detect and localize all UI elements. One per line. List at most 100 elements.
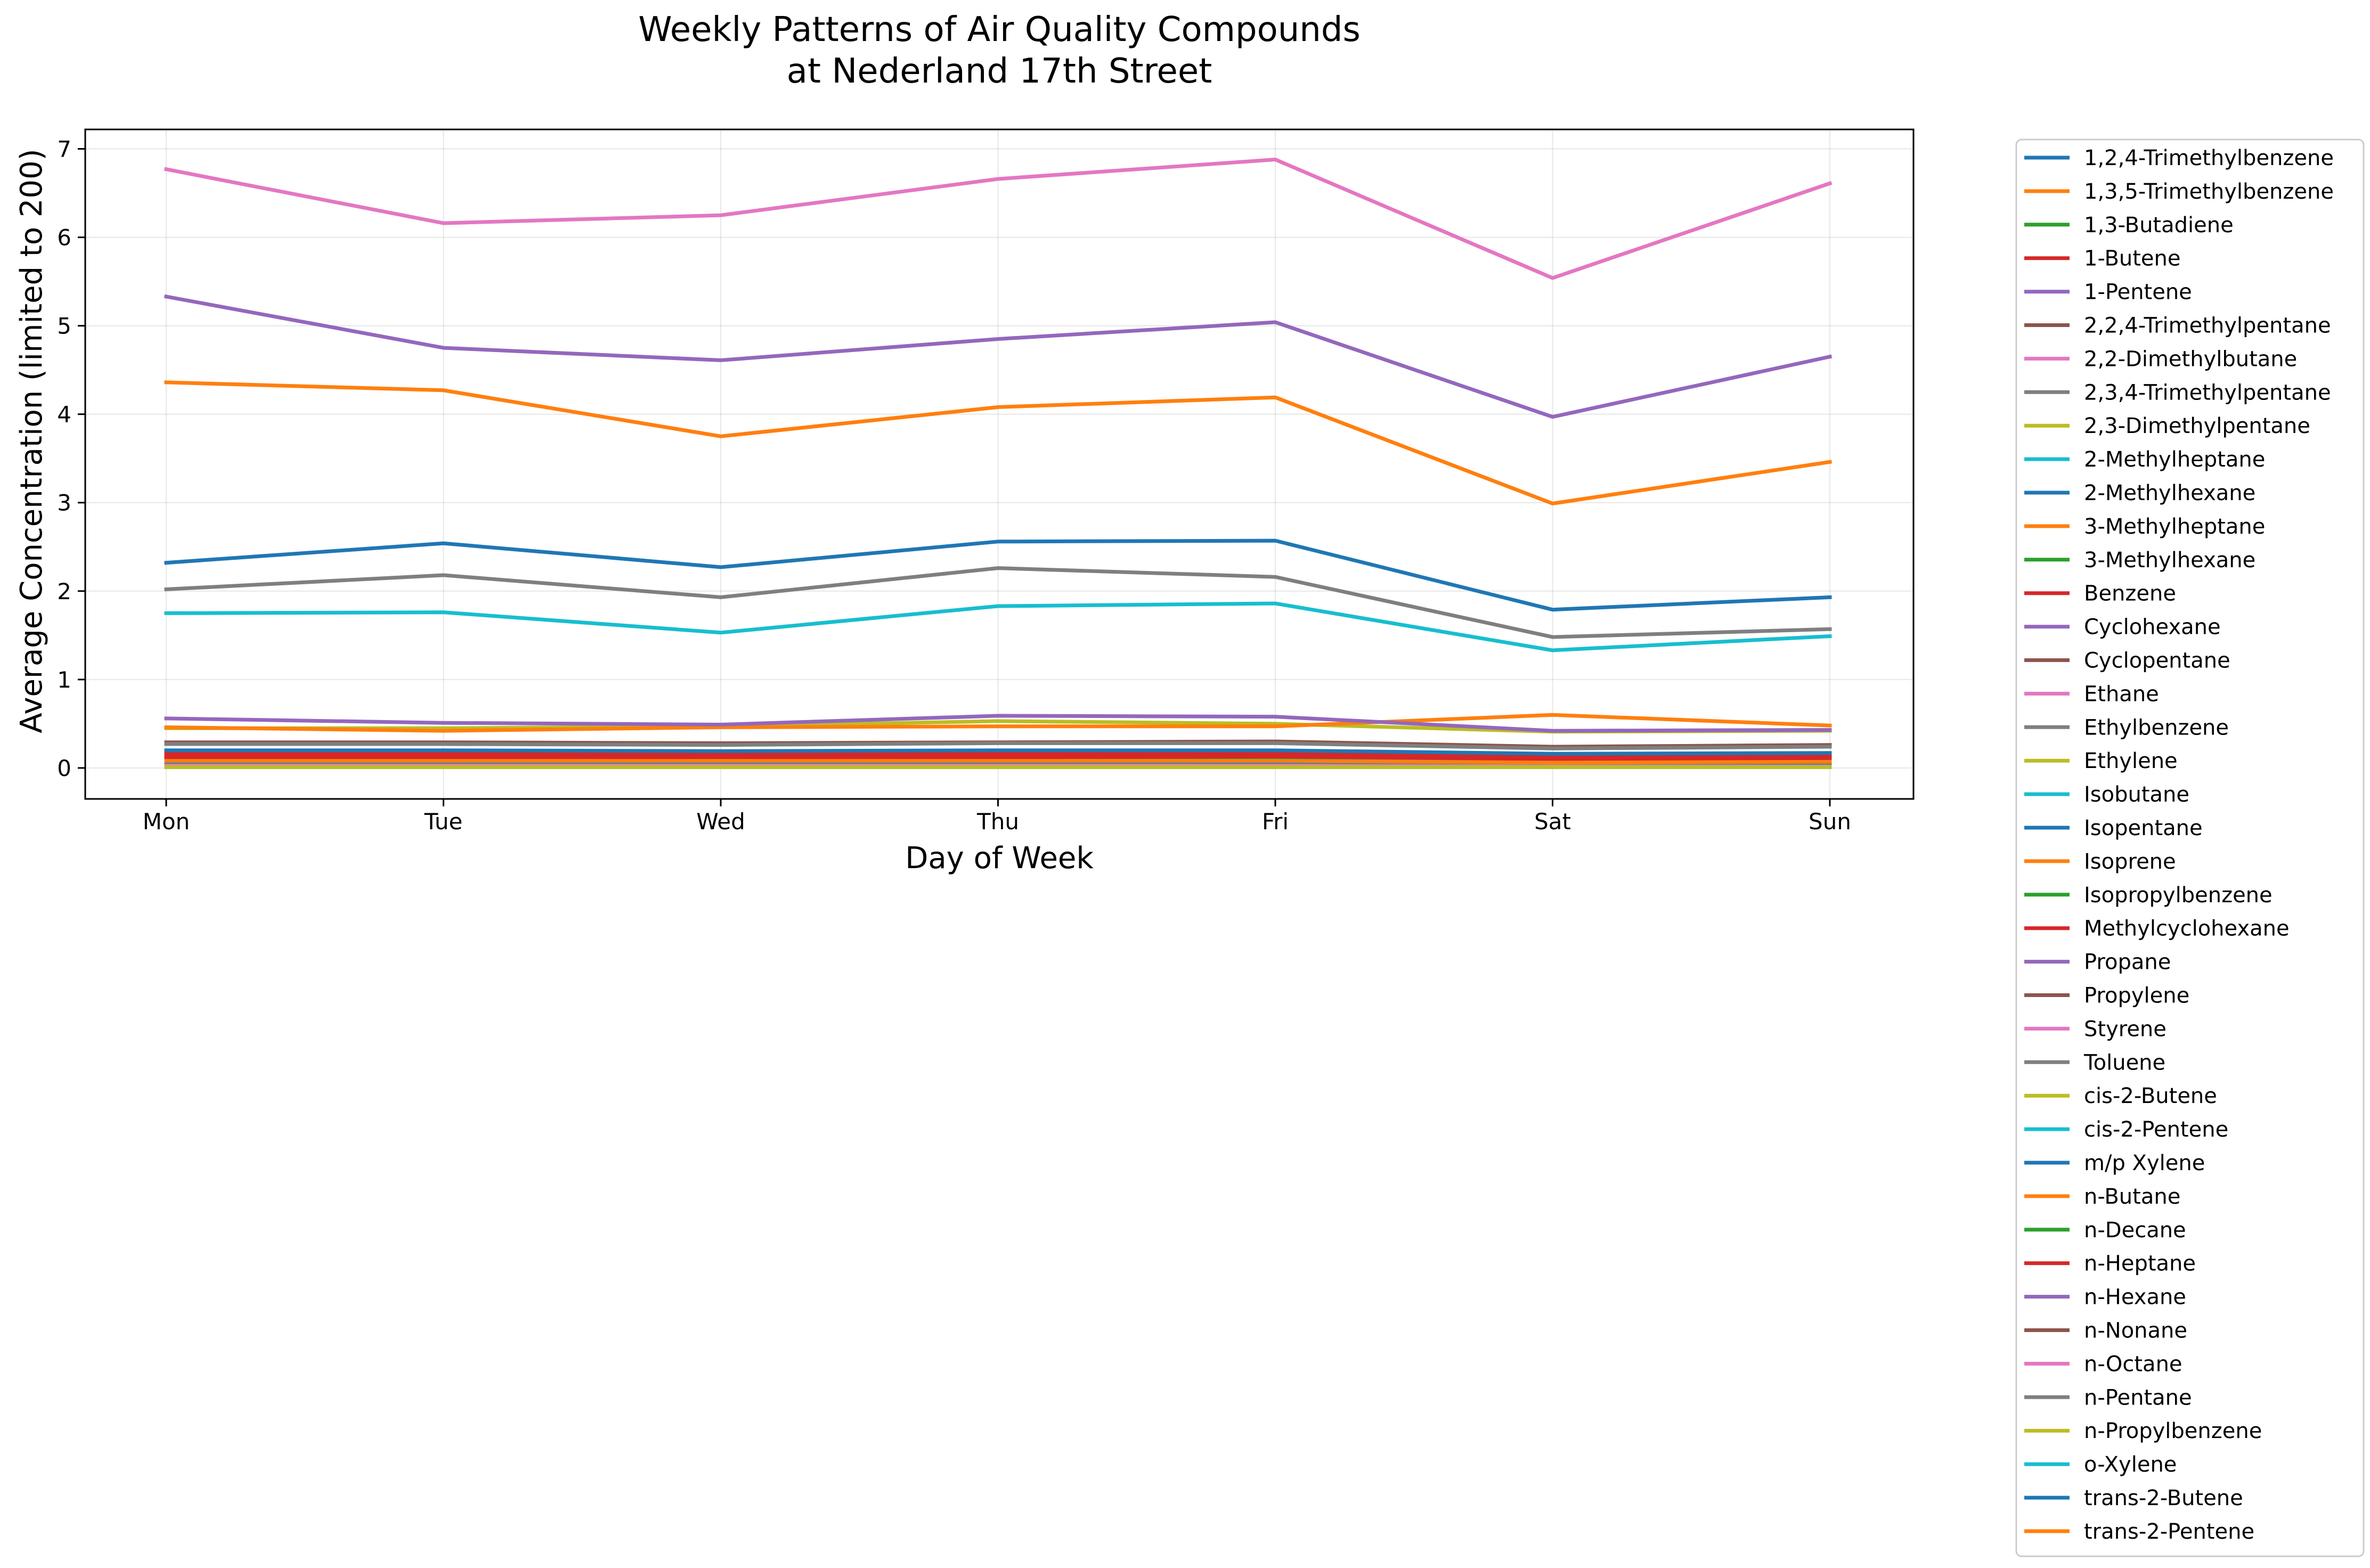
legend-label: Cyclohexane <box>2084 615 2221 640</box>
legend-entry: 1,2,4-Trimethylbenzene <box>2024 146 2334 170</box>
legend-entry: 2,2,4-Trimethylpentane <box>2024 314 2331 338</box>
legend-label: n-Hexane <box>2084 1285 2186 1310</box>
legend-label: Ethylene <box>2084 749 2178 773</box>
x-tick-label: Tue <box>424 808 463 835</box>
series-line <box>164 762 1832 767</box>
legend-entry: Isobutane <box>2024 782 2189 807</box>
legend-label: 1-Pentene <box>2084 280 2192 305</box>
legend-entry: 2,2-Dimethylbutane <box>2024 347 2297 371</box>
x-axis-label: Day of Week <box>905 841 1094 876</box>
y-axis-label: Average Concentration (limited to 200) <box>14 149 49 733</box>
y-tick-label: 7 <box>57 136 71 162</box>
legend-label: Toluene <box>2083 1050 2165 1075</box>
series-line <box>164 601 1832 652</box>
legend-label: Benzene <box>2084 582 2176 606</box>
x-tick-label: Fri <box>1262 808 1289 835</box>
legend-entry: 3-Methylhexane <box>2024 548 2255 573</box>
legend-label: 3-Methylheptane <box>2084 514 2265 539</box>
y-tick-label: 4 <box>57 402 71 428</box>
legend-label: cis-2-Pentene <box>2084 1117 2228 1142</box>
legend-label: o-Xylene <box>2084 1452 2177 1477</box>
legend-label: 2,3-Dimethylpentane <box>2084 414 2310 438</box>
y-tick-label: 5 <box>57 313 71 339</box>
legend-label: Cyclopentane <box>2084 649 2230 673</box>
y-tick-label: 3 <box>57 490 71 516</box>
legend-entry: Methylcyclohexane <box>2024 917 2290 941</box>
legend-entry: n-Nonane <box>2024 1319 2187 1343</box>
legend-label: Ethylbenzene <box>2084 715 2229 740</box>
legend-label: n-Octane <box>2084 1352 2182 1376</box>
y-tick-label: 6 <box>57 225 71 251</box>
x-tick-label: Wed <box>696 808 745 835</box>
legend-frame <box>2015 138 2365 1557</box>
legend-label: 1-Butene <box>2084 247 2181 271</box>
legend-entry: Benzene <box>2024 582 2176 606</box>
legend-label: cis-2-Butene <box>2084 1084 2217 1108</box>
series-line <box>164 754 1832 761</box>
legend-label: 2,2-Dimethylbutane <box>2084 347 2297 371</box>
legend-label: Propane <box>2084 950 2171 975</box>
plot-frame <box>84 128 1915 800</box>
legend-entry: trans-2-Butene <box>2024 1486 2243 1510</box>
legend-entry: trans-2-Pentene <box>2024 1520 2254 1544</box>
legend-label: n-Propylbenzene <box>2084 1419 2262 1443</box>
x-tick-label: Mon <box>143 808 190 835</box>
legend-label: Propylene <box>2084 984 2189 1008</box>
legend-entry: 1-Pentene <box>2024 280 2192 305</box>
legend-label: Ethane <box>2084 682 2159 706</box>
legend-entry: Propane <box>2024 950 2171 975</box>
legend-entry: n-Propylbenzene <box>2024 1419 2262 1443</box>
legend-entry: Ethylbenzene <box>2024 715 2229 740</box>
legend-label: 1,3-Butadiene <box>2084 213 2234 238</box>
legend-label: trans-2-Butene <box>2084 1486 2243 1510</box>
legend-label: Isopentane <box>2084 816 2203 840</box>
legend-label: Isoprene <box>2084 850 2176 874</box>
legend-label: n-Nonane <box>2084 1319 2187 1343</box>
legend-entry: Isoprene <box>2024 850 2176 874</box>
legend-entry: 1,3-Butadiene <box>2024 213 2234 238</box>
legend-entry: 2-Methylheptane <box>2024 447 2265 472</box>
series-line <box>164 713 1832 733</box>
legend-label: 3-Methylhexane <box>2084 548 2255 573</box>
series-line <box>164 748 1832 756</box>
series-line <box>164 538 1832 612</box>
series-line <box>164 294 1833 419</box>
legend-entry: m/p Xylene <box>2024 1151 2205 1175</box>
legend-label: 2,2,4-Trimethylpentane <box>2084 314 2331 338</box>
y-tick-label: 2 <box>57 578 71 605</box>
legend-entry: Propylene <box>2024 984 2189 1008</box>
legend-entry: n-Decane <box>2024 1218 2186 1243</box>
x-tick-label: Sat <box>1534 808 1571 835</box>
legend-label: n-Heptane <box>2084 1252 2196 1276</box>
legend-entry: cis-2-Pentene <box>2024 1117 2228 1142</box>
legend-entry: o-Xylene <box>2024 1452 2177 1477</box>
legend-label: 2-Methylhexane <box>2084 481 2255 505</box>
y-axis: 0 1 2 3 4 5 6 7 <box>57 136 85 781</box>
legend-label: Methylcyclohexane <box>2084 917 2290 941</box>
legend-label: trans-2-Pentene <box>2084 1520 2254 1544</box>
legend-label: n-Pentane <box>2084 1385 2192 1410</box>
legend-entry: 2-Methylhexane <box>2024 481 2255 505</box>
y-tick-label: 1 <box>57 667 71 693</box>
series-lines <box>164 158 1833 769</box>
legend-label: 1,2,4-Trimethylbenzene <box>2084 146 2334 170</box>
x-tick-label: Thu <box>976 808 1019 835</box>
series-line <box>164 759 1832 765</box>
legend-label: n-Decane <box>2084 1218 2186 1243</box>
legend: 1,2,4-Trimethylbenzene 1,3,5-Trimethylben… <box>2015 138 2365 1557</box>
legend-label: 2,3,4-Trimethylpentane <box>2084 380 2331 405</box>
series-line <box>164 714 1832 733</box>
legend-entry: Styrene <box>2024 1017 2167 1041</box>
legend-entry: 2,3-Dimethylpentane <box>2024 414 2310 438</box>
legend-label: n-Butane <box>2084 1185 2180 1209</box>
plot-area <box>84 128 1915 800</box>
legend-entry: Isopropylbenzene <box>2024 883 2273 908</box>
legend-entry: Ethylene <box>2024 749 2178 773</box>
legend-entry: 2,3,4-Trimethylpentane <box>2024 380 2331 405</box>
legend-label: Isopropylbenzene <box>2084 883 2273 908</box>
chart-subtitle: at Nederland 17th Street <box>787 52 1212 91</box>
gridlines <box>85 129 1913 799</box>
legend-entry: Isopentane <box>2024 816 2203 840</box>
legend-entry: n-Octane <box>2024 1352 2182 1376</box>
